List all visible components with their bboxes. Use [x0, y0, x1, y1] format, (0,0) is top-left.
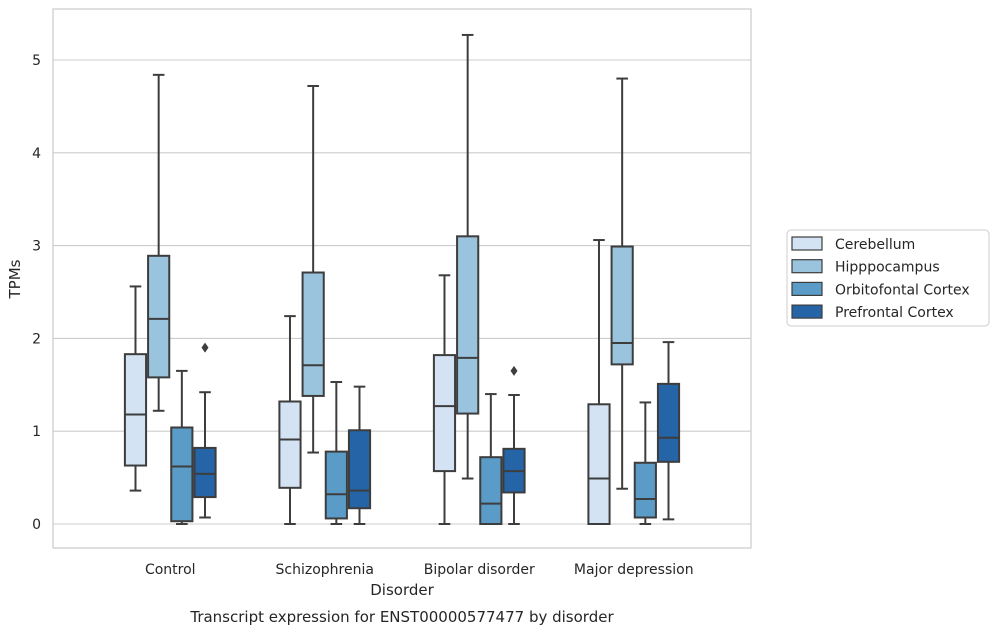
x-tick-labels: Control Schizophrenia Bipolar disorder Majo…: [145, 562, 694, 578]
box-body: [633, 461, 657, 519]
box-2-2: [479, 393, 503, 525]
box-body: [610, 245, 634, 366]
box-body: [432, 354, 457, 473]
box-3-2: [633, 401, 657, 525]
box-3-0: [587, 239, 611, 525]
y-axis-label: TPMs: [6, 259, 24, 299]
y-tick-label: 0: [32, 517, 41, 533]
box-body: [656, 382, 681, 463]
legend-label: Orbitofontal Cortex: [835, 282, 970, 298]
outlier-point: [201, 342, 209, 353]
y-tick-labels: 0 1 2 3 4 5: [32, 53, 41, 533]
box-1-0: [278, 315, 302, 525]
box-body: [324, 450, 348, 520]
box-body: [147, 254, 171, 379]
box-0-2: [170, 369, 194, 525]
chart-caption: Transcript expression for ENST0000057747…: [189, 608, 614, 626]
box-0-0: [123, 285, 148, 492]
y-tick-label: 2: [32, 331, 41, 347]
box-2-0: [432, 274, 457, 525]
box-1-3: [347, 385, 372, 525]
legend-swatch: [791, 281, 823, 296]
box-body: [170, 426, 194, 523]
legend-label: Hipppocampus: [835, 260, 940, 276]
legend-swatch: [791, 304, 823, 319]
legend-label: Prefrontal Cortex: [835, 305, 954, 321]
boxes: [123, 33, 681, 525]
box-body: [456, 235, 480, 415]
box-body: [587, 403, 611, 525]
legend-frame: [786, 229, 990, 327]
box-0-1: [147, 73, 171, 412]
box-3-1: [610, 77, 634, 490]
y-tick-label: 1: [32, 424, 41, 440]
plot-frame: [52, 8, 752, 549]
y-tick-label: 5: [32, 53, 41, 69]
y-tick-label: 3: [32, 239, 41, 255]
outlier-point: [510, 365, 518, 376]
y-tick-label: 4: [32, 146, 41, 162]
legend-swatch: [791, 236, 823, 251]
box-body: [193, 446, 217, 499]
box-body: [123, 353, 148, 467]
box-body: [347, 429, 372, 510]
box-0-3: [193, 342, 217, 519]
box-2-3: [502, 365, 526, 525]
box-body: [301, 271, 325, 397]
box-3-3: [656, 341, 681, 521]
legend-swatch: [791, 259, 823, 274]
box-body: [278, 400, 302, 489]
box-1-1: [301, 84, 325, 454]
legend-label: Cerebellum: [835, 237, 915, 253]
x-tick-label: Schizophrenia: [276, 562, 374, 578]
x-tick-label: Major depression: [574, 562, 694, 578]
box-2-1: [456, 33, 480, 480]
x-tick-label: Control: [145, 562, 196, 578]
legend: Cerebellum Hipppocampus Orbitofontal Corte…: [786, 229, 990, 327]
box-body: [479, 456, 503, 525]
box-1-2: [324, 381, 348, 525]
x-axis-label: Disorder: [370, 581, 434, 599]
x-tick-label: Bipolar disorder: [424, 562, 535, 578]
